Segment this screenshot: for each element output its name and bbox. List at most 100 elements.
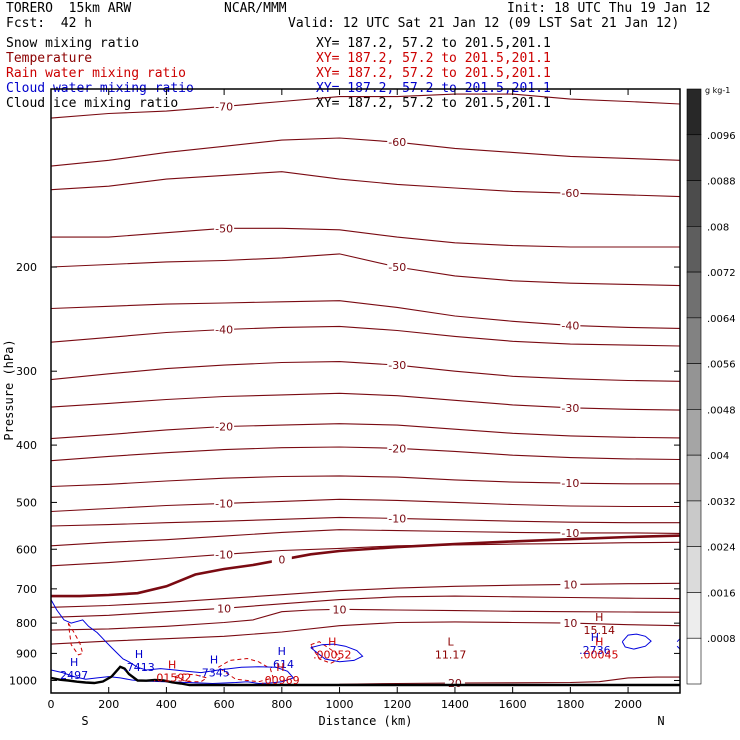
extremum-value: 11.17: [435, 648, 467, 661]
field-name-rain: Rain water mixing ratio: [6, 66, 187, 81]
extremum-value: .7345: [198, 666, 230, 679]
field-name-cloud-ice: Cloud ice mixing ratio: [6, 96, 179, 111]
rain-contour-line: [310, 641, 341, 664]
temperature-contour-line: [50, 516, 680, 527]
contour-label-bg: [560, 477, 581, 490]
extremum-marker: L: [448, 635, 455, 648]
temperature-contour-line: [50, 608, 681, 631]
temperature-contour-label: -60: [388, 136, 406, 149]
y-tick-label: 900: [16, 647, 37, 660]
temperature-contour-label: 10: [333, 603, 347, 616]
temperature-contour-line: [50, 93, 681, 119]
contour-label-bg: [387, 512, 408, 525]
colorbar-tick-label: .0048: [707, 405, 736, 416]
temperature-contour-line: [50, 595, 681, 618]
temperature-contour-label: -10: [561, 527, 579, 540]
colorbar-segment: [686, 88, 702, 136]
temperature-contour-label: -40: [215, 323, 233, 336]
temperature-contour-label: -10: [388, 512, 406, 525]
temperature-contours: -70 -60 -60 -50 -50 -40 -40 -30 -30 -20 -20 -10 -10 -…: [50, 93, 681, 690]
extremum-value: 2497: [60, 669, 88, 682]
contour-label-bg: [214, 548, 235, 561]
temperature-contour-label: 10: [563, 578, 577, 591]
extremum-value: .00045: [580, 648, 619, 661]
colorbar-segment: [686, 271, 702, 319]
temperature-contour-line: [50, 253, 681, 287]
extremum-marker: H: [168, 659, 176, 672]
x-tick-label: 1000: [326, 698, 354, 711]
colorbar-tick-label: .0088: [707, 177, 736, 188]
colorbar-segment: [686, 592, 702, 639]
colorbar-tick-label: .0056: [707, 360, 736, 371]
contour-label-bg: [214, 602, 235, 615]
colorbar-tick-label: .0072: [707, 268, 736, 279]
field-xy-snow: XY= 187.2, 57.2 to 201.5,201.1: [316, 36, 551, 51]
temperature-contour-line: [50, 423, 681, 440]
temperature-contour-line: [50, 475, 680, 488]
temperature-contour-label: -50: [388, 261, 406, 274]
temperature-contour-line: [50, 582, 681, 608]
contour-label-bg: [387, 442, 408, 455]
y-tick-label: 300: [16, 365, 37, 378]
colorbar-tick-label: .0024: [707, 543, 736, 554]
temperature-contour-line: [50, 325, 681, 347]
forecast-hour: Fcst: 42 h: [6, 16, 93, 31]
y-tick-label: 500: [16, 496, 37, 509]
extremum-value: 15.14: [583, 624, 615, 637]
temperature-contour-label: 20: [448, 677, 462, 690]
extremum-value: .00052: [313, 648, 352, 661]
rain-contour-line: [67, 622, 84, 656]
colorbar: .0096 .0088 .008 .0072 .0064 .0056 .0048 .004 .0…: [686, 86, 736, 685]
colorbar-segment: [686, 500, 702, 547]
temperature-contour-label: -50: [215, 222, 233, 235]
terrain: [50, 665, 680, 687]
temperature-contour-line: [50, 361, 681, 382]
temperature-contour-label: -60: [561, 187, 579, 200]
temperature-contour-line: [50, 498, 680, 513]
axes: 0 200 400 600 800 1000 1200 1400 1600 1800 2000200…: [2, 89, 680, 728]
x-tick-label: 0: [48, 698, 55, 711]
x-tick-label: 600: [214, 698, 235, 711]
contour-label-bg: [271, 553, 292, 566]
temperature-contour-line: [51, 534, 681, 598]
init-time: Init: 18 UTC Thu 19 Jan 12: [507, 1, 711, 16]
temperature-contour-label: -30: [561, 402, 579, 415]
y-tick-label: 1000: [9, 674, 37, 687]
colorbar-segment: [686, 134, 702, 181]
extremum-marker: H: [135, 648, 143, 661]
extremum-marker: H: [210, 653, 218, 666]
y-tick-label: 400: [16, 439, 37, 452]
valid-time: Valid: 12 UTC Sat 21 Jan 12 (09 LST Sat …: [288, 16, 680, 31]
x-tick-label: 2000: [614, 698, 642, 711]
contour-label-bg: [560, 319, 581, 332]
extremum-marker: H: [328, 635, 336, 648]
extremum-value: .614: [270, 658, 295, 671]
colorbar-tick-label: .0008: [707, 634, 736, 645]
contour-label-bg: [387, 136, 408, 149]
extremum-marker: H: [595, 611, 603, 624]
plot-frame: [50, 88, 681, 694]
contour-label-bg: [214, 222, 235, 235]
temperature-contour-label: -20: [388, 442, 406, 455]
extremum-value: .2736: [579, 644, 611, 657]
temperature-contour-label: 10: [217, 602, 231, 615]
y-tick-label: 200: [16, 261, 37, 274]
colorbar-tick-label: .0096: [707, 131, 736, 142]
x-tick-label: 1200: [383, 698, 411, 711]
colorbar-segment: [686, 226, 702, 273]
contour-label-bg: [214, 497, 235, 510]
temperature-contour-line: [50, 392, 681, 411]
contour-label-bg: [214, 420, 235, 433]
terrain-line: [50, 665, 680, 687]
contour-label-bg: [560, 617, 581, 630]
colorbar-segment: [686, 637, 702, 685]
south-end-label: S: [81, 714, 88, 728]
field-xy-rain: XY= 187.2, 57.2 to 201.5,201.1: [316, 66, 551, 81]
contour-label-bg: [560, 578, 581, 591]
center-name: NCAR/MMM: [224, 1, 287, 16]
contour-label-bg: [387, 261, 408, 274]
colorbar-tick-label: .0032: [707, 497, 736, 508]
temperature-contour-line: [50, 171, 681, 198]
